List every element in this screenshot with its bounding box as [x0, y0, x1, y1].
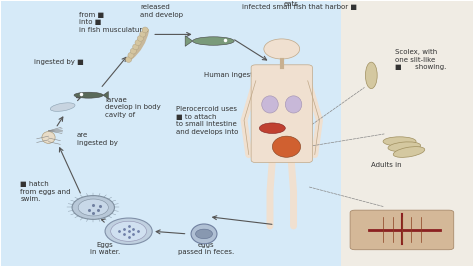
Text: eats: eats — [284, 1, 299, 7]
Ellipse shape — [111, 221, 146, 241]
Text: ingested by ■: ingested by ■ — [35, 59, 84, 65]
Ellipse shape — [285, 96, 302, 113]
Ellipse shape — [273, 136, 301, 157]
Polygon shape — [103, 92, 109, 99]
FancyBboxPatch shape — [341, 1, 473, 266]
Ellipse shape — [137, 36, 144, 41]
Ellipse shape — [259, 123, 285, 134]
Ellipse shape — [133, 44, 139, 50]
Ellipse shape — [383, 137, 416, 146]
Text: are
ingested by: are ingested by — [77, 132, 118, 146]
Ellipse shape — [78, 199, 109, 216]
Text: release
eggs.: release eggs. — [375, 214, 401, 227]
Text: Plerocercoid uses
■ to attach
to small intestine
and develops into: Plerocercoid uses ■ to attach to small i… — [176, 106, 238, 135]
Ellipse shape — [128, 52, 134, 58]
Ellipse shape — [191, 224, 217, 244]
Ellipse shape — [130, 48, 137, 54]
Text: larvae
develop in body
cavity of: larvae develop in body cavity of — [105, 97, 161, 117]
Text: Adults in: Adults in — [371, 162, 402, 168]
Text: Human ingests ■: Human ingests ■ — [204, 72, 265, 78]
Text: Scolex, with
one slit-like
■      showing.: Scolex, with one slit-like ■ showing. — [395, 49, 446, 70]
Ellipse shape — [140, 31, 146, 37]
Ellipse shape — [393, 147, 425, 157]
Ellipse shape — [388, 142, 420, 152]
Ellipse shape — [42, 132, 55, 143]
FancyBboxPatch shape — [1, 1, 341, 266]
Ellipse shape — [126, 57, 132, 62]
Text: from ■
into ■
in fish musculature.: from ■ into ■ in fish musculature. — [79, 12, 149, 33]
Ellipse shape — [262, 96, 278, 113]
FancyBboxPatch shape — [251, 65, 312, 163]
Ellipse shape — [264, 39, 300, 59]
Text: eggs
passed in feces.: eggs passed in feces. — [178, 242, 235, 255]
Ellipse shape — [142, 27, 148, 33]
FancyBboxPatch shape — [350, 210, 454, 250]
Ellipse shape — [135, 40, 141, 45]
Text: infected small fish that harbor ■: infected small fish that harbor ■ — [242, 4, 357, 10]
Ellipse shape — [196, 229, 212, 239]
Ellipse shape — [365, 62, 377, 89]
Ellipse shape — [105, 218, 152, 245]
Text: Eggs
in water.: Eggs in water. — [90, 242, 120, 255]
Text: released
and develop: released and develop — [140, 4, 183, 18]
Ellipse shape — [50, 103, 75, 111]
Text: ■ hatch
from eggs and
swim.: ■ hatch from eggs and swim. — [20, 181, 71, 202]
Ellipse shape — [74, 92, 103, 98]
Ellipse shape — [193, 37, 234, 45]
Polygon shape — [185, 36, 193, 46]
Ellipse shape — [72, 196, 115, 219]
